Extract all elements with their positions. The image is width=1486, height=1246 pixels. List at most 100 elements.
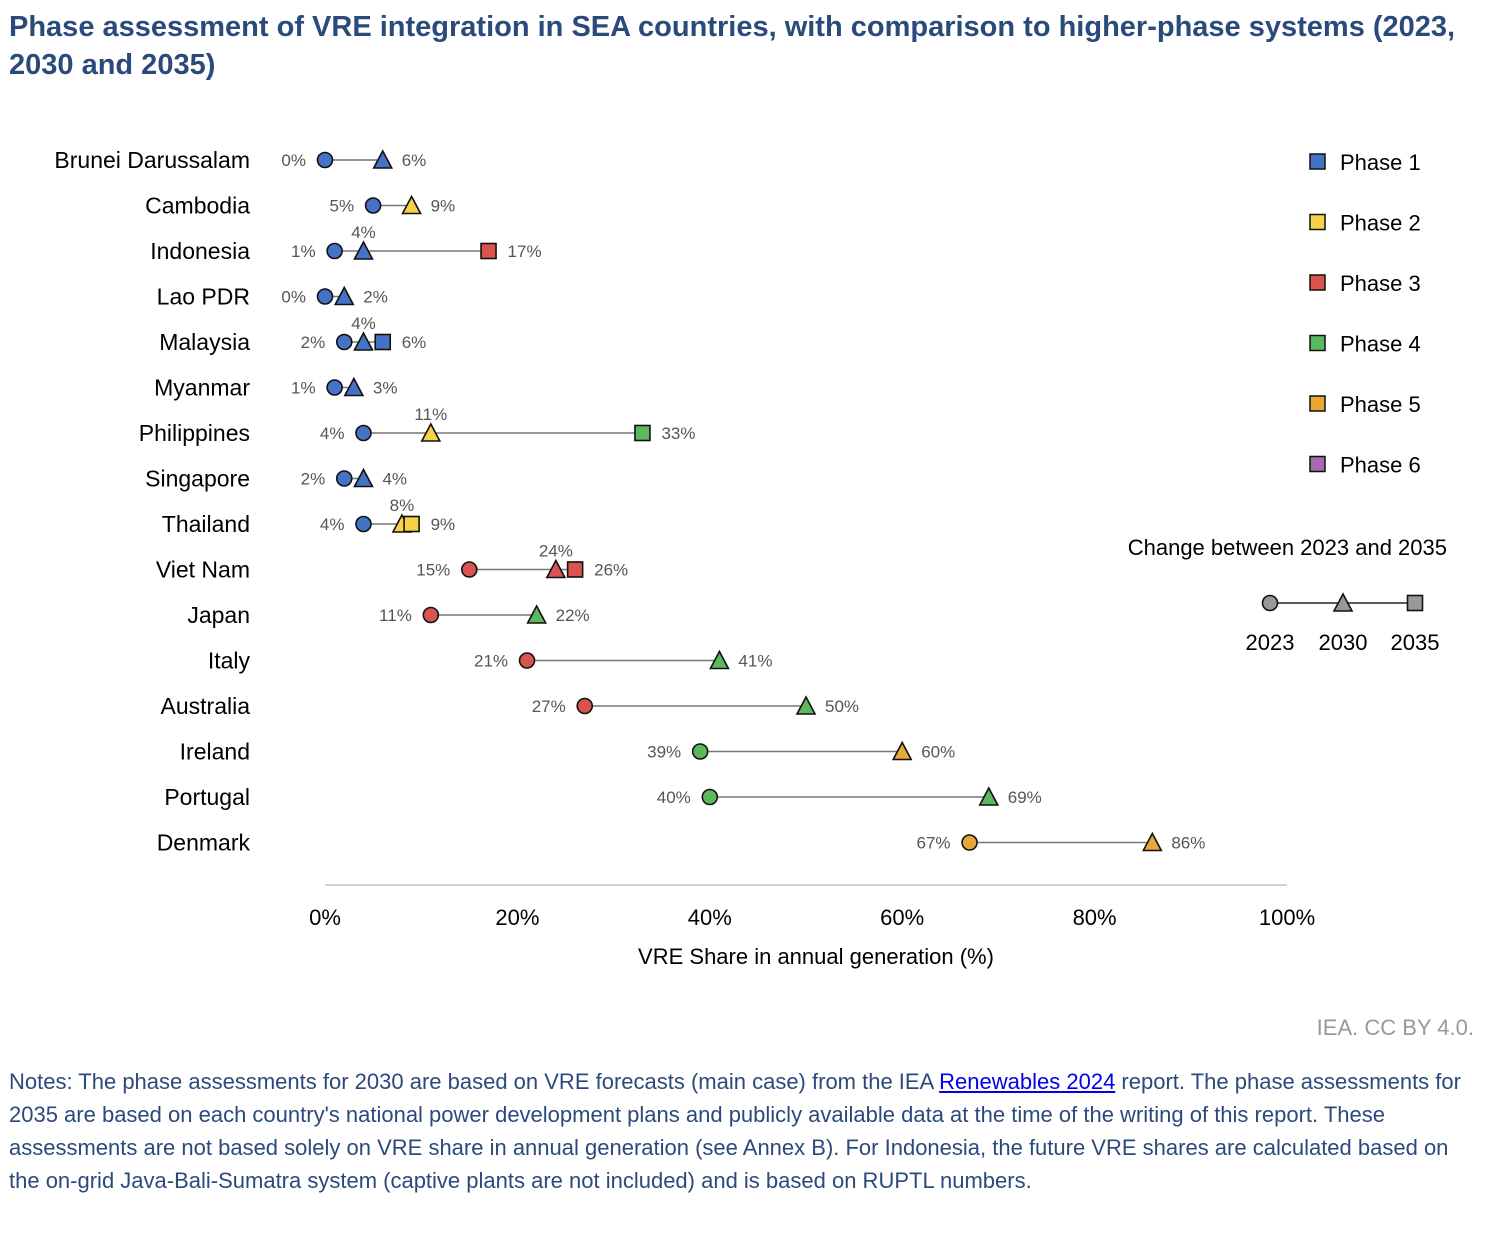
country-label: Denmark: [157, 830, 251, 856]
data-label: 6%: [402, 151, 427, 170]
legend-item: Phase 2: [1309, 211, 1421, 236]
change-legend-square: [1406, 594, 1424, 612]
x-tick-label: 100%: [1259, 905, 1315, 930]
marker-2023: [355, 515, 372, 533]
country-label: Portugal: [164, 784, 250, 810]
data-label: 2%: [301, 333, 326, 352]
data-label: 2%: [363, 288, 388, 307]
marker-2030: [353, 240, 374, 260]
data-label: 2%: [301, 470, 326, 489]
marker-2035: [634, 424, 651, 442]
data-label: 11%: [414, 405, 447, 424]
country-label: Australia: [161, 693, 251, 719]
country-label: Ireland: [180, 739, 250, 765]
marker-2023: [355, 424, 372, 442]
legend-label: Phase 4: [1340, 332, 1421, 357]
x-ticks: 0% 20% 40% 60% 80% 100%: [309, 905, 1315, 930]
x-tick-label: 20%: [495, 905, 539, 930]
notes-suffix: report. The phase assessments for 2035 a…: [9, 1069, 1461, 1193]
marker-2023: [326, 242, 343, 260]
data-label: 69%: [1008, 788, 1042, 807]
credit: IEA. CC BY 4.0.: [1316, 1015, 1474, 1040]
change-legend-year: 2030: [1319, 630, 1368, 655]
marker-2023: [518, 652, 536, 669]
marker-2035: [566, 561, 584, 578]
data-label: 40%: [657, 788, 691, 807]
chart-rows: Brunei Darussalam 0% 6% Cambodia 5% 9% Indones…: [54, 147, 1205, 856]
legend-label: Phase 3: [1340, 271, 1421, 296]
data-label: 33%: [661, 424, 695, 443]
data-label: 5%: [330, 197, 355, 216]
marker-2035: [374, 333, 392, 351]
legend-swatch: [1309, 395, 1326, 412]
data-label: 9%: [431, 515, 456, 534]
x-tick-label: 80%: [1073, 905, 1117, 930]
country-row: Thailand 4% 8% 9%: [162, 496, 455, 537]
country-row: Portugal 40% 69%: [164, 784, 1041, 810]
country-row: Brunei Darussalam 0% 6%: [54, 147, 426, 173]
change-legend-title: Change between 2023 and 2035: [1128, 535, 1447, 560]
data-label: 4%: [351, 223, 376, 242]
marker-2023: [691, 743, 709, 760]
data-label: 4%: [382, 470, 407, 489]
x-tick-label: 60%: [880, 905, 924, 930]
marker-2023: [701, 788, 719, 806]
legend-label: Phase 2: [1340, 211, 1421, 236]
marker-2030: [795, 695, 817, 715]
country-label: Cambodia: [145, 193, 250, 219]
data-label: 86%: [1171, 834, 1205, 853]
country-label: Indonesia: [150, 238, 250, 264]
legend-item: Phase 6: [1309, 453, 1421, 478]
data-label: 1%: [291, 242, 316, 261]
country-row: Cambodia 5% 9%: [145, 193, 455, 219]
renewables-2024-link[interactable]: Renewables 2024: [939, 1069, 1116, 1094]
country-label: Myanmar: [154, 375, 250, 401]
marker-2030: [891, 740, 913, 761]
chart-area: Brunei Darussalam 0% 6% Cambodia 5% 9% Indones…: [54, 147, 1447, 969]
marker-2030: [545, 558, 567, 579]
marker-2030: [353, 331, 374, 351]
change-legend-triangle: [1332, 592, 1354, 612]
data-label: 6%: [402, 333, 427, 352]
data-label: 39%: [647, 743, 681, 762]
data-label: 9%: [431, 197, 456, 216]
marker-2030: [353, 467, 374, 488]
country-label: Lao PDR: [157, 284, 250, 310]
marker-2023: [316, 288, 334, 305]
marker-2030: [372, 149, 394, 169]
data-label: 21%: [474, 652, 508, 671]
legend-swatch: [1309, 455, 1326, 473]
chart-title: Phase assessment of VRE integration in S…: [9, 11, 1456, 81]
marker-2030: [1141, 831, 1163, 852]
data-label: 1%: [291, 379, 316, 398]
country-label: Philippines: [139, 420, 250, 446]
marker-2030: [343, 376, 365, 397]
data-label: 15%: [416, 561, 450, 580]
country-row: Malaysia 2% 4% 6%: [159, 314, 426, 355]
marker-2030: [420, 422, 442, 442]
marker-2023: [335, 333, 353, 351]
country-row: Italy 21% 41%: [208, 648, 773, 674]
marker-2030: [526, 604, 547, 624]
country-row: Myanmar 1% 3%: [154, 375, 397, 401]
marker-2023: [576, 697, 594, 715]
data-label: 50%: [825, 697, 859, 716]
data-label: 17%: [508, 242, 542, 261]
data-label: 67%: [917, 834, 951, 853]
country-row: Lao PDR 0% 2%: [157, 284, 388, 310]
country-label: Italy: [208, 648, 251, 674]
change-legend-circle: [1261, 594, 1279, 612]
country-row: Viet Nam 15% 24% 26%: [156, 542, 628, 583]
data-label: 41%: [738, 652, 772, 671]
data-label: 26%: [594, 561, 628, 580]
legend-swatch: [1309, 213, 1326, 231]
data-label: 4%: [320, 515, 345, 534]
x-axis-title: VRE Share in annual generation (%): [638, 944, 994, 969]
country-row: Indonesia 1% 4% 17%: [150, 223, 541, 264]
marker-2023: [364, 197, 382, 214]
marker-2023: [460, 561, 478, 578]
data-label: 3%: [373, 379, 398, 398]
legend-item: Phase 3: [1309, 271, 1421, 296]
data-label: 11%: [379, 606, 412, 625]
legend-item: Phase 1: [1309, 150, 1421, 175]
